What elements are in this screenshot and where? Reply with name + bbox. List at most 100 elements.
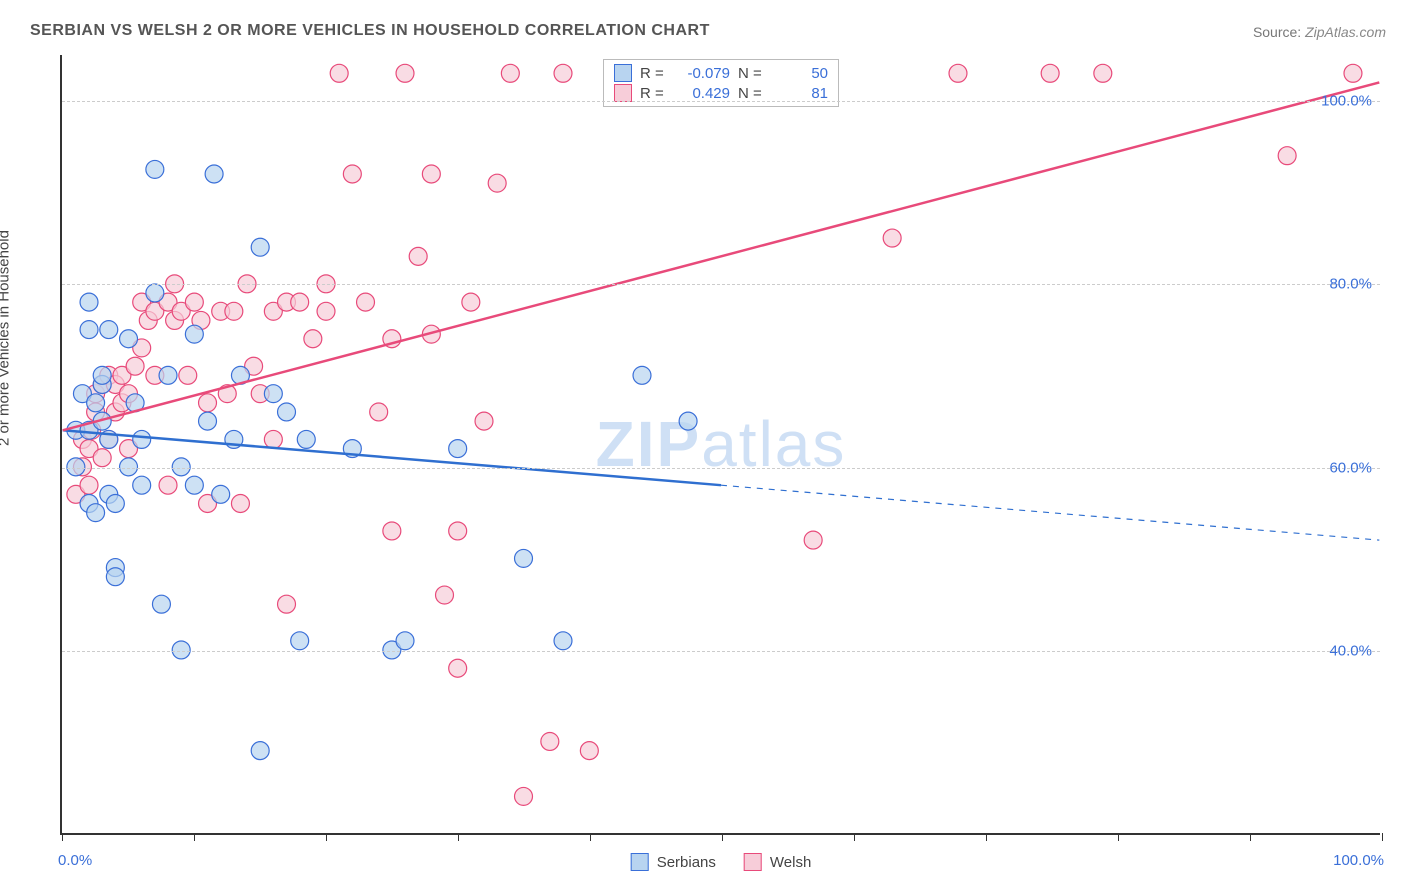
y-tick-label: 40.0% [1329, 643, 1372, 660]
x-tick [62, 833, 63, 841]
data-point [679, 412, 697, 430]
data-point [100, 321, 118, 339]
x-tick [458, 833, 459, 841]
data-point [297, 430, 315, 448]
data-point [133, 476, 151, 494]
legend-item-serbians: Serbians [631, 853, 716, 871]
data-point [67, 458, 85, 476]
source-value: ZipAtlas.com [1305, 24, 1386, 40]
data-point [126, 357, 144, 375]
source-label: Source: [1253, 24, 1301, 40]
data-point [80, 293, 98, 311]
data-point [185, 476, 203, 494]
data-point [409, 247, 427, 265]
data-point [541, 732, 559, 750]
data-point [264, 385, 282, 403]
data-point [291, 293, 309, 311]
data-point [804, 531, 822, 549]
x-tick [590, 833, 591, 841]
x-tick [986, 833, 987, 841]
data-point [1094, 64, 1112, 82]
data-point [343, 165, 361, 183]
y-tick-label: 60.0% [1329, 459, 1372, 476]
legend-label-welsh: Welsh [770, 854, 811, 871]
x-tick-label: 0.0% [58, 852, 92, 869]
r-value-welsh: 0.429 [674, 85, 730, 102]
data-point [501, 64, 519, 82]
data-point [357, 293, 375, 311]
legend-row-serbians: R = -0.079 N = 50 [614, 64, 828, 82]
data-point [330, 64, 348, 82]
trend-line [63, 430, 721, 485]
data-point [554, 64, 572, 82]
data-point [205, 165, 223, 183]
y-tick-label: 100.0% [1321, 92, 1372, 109]
y-tick-label: 80.0% [1329, 276, 1372, 293]
swatch-welsh [614, 84, 632, 102]
data-point [449, 659, 467, 677]
data-point [133, 430, 151, 448]
data-point [93, 449, 111, 467]
data-point [949, 64, 967, 82]
data-point [580, 742, 598, 760]
data-point [251, 238, 269, 256]
data-point [883, 229, 901, 247]
data-point [152, 595, 170, 613]
data-point [317, 302, 335, 320]
data-point [1041, 64, 1059, 82]
n-label: N = [738, 65, 764, 82]
data-point [199, 394, 217, 412]
data-point [370, 403, 388, 421]
data-point [396, 64, 414, 82]
data-point [422, 165, 440, 183]
x-tick [326, 833, 327, 841]
n-value-welsh: 81 [772, 85, 828, 102]
data-point [172, 458, 190, 476]
r-value-serbians: -0.079 [674, 65, 730, 82]
data-point [278, 403, 296, 421]
x-tick [194, 833, 195, 841]
data-point [120, 330, 138, 348]
data-point [225, 302, 243, 320]
data-point [278, 595, 296, 613]
x-tick [1250, 833, 1251, 841]
swatch-welsh-bottom [744, 853, 762, 871]
x-tick [1118, 833, 1119, 841]
data-point [87, 504, 105, 522]
r-label: R = [640, 85, 666, 102]
trend-line-extrapolated [721, 485, 1379, 540]
data-point [1344, 64, 1362, 82]
x-tick [722, 833, 723, 841]
legend-item-welsh: Welsh [744, 853, 811, 871]
data-point [436, 586, 454, 604]
x-tick [854, 833, 855, 841]
data-point [212, 485, 230, 503]
data-point [146, 160, 164, 178]
gridline [62, 468, 1380, 469]
n-label: N = [738, 85, 764, 102]
data-point [80, 321, 98, 339]
x-tick [1382, 833, 1383, 841]
source-attribution: Source: ZipAtlas.com [1253, 24, 1386, 40]
data-point [159, 476, 177, 494]
x-tick-label: 100.0% [1333, 852, 1384, 869]
data-point [449, 522, 467, 540]
y-axis-label: 2 or more Vehicles in Household [0, 230, 13, 446]
data-point [633, 366, 651, 384]
plot-area: ZIPatlas R = -0.079 N = 50 R = 0.429 N =… [60, 55, 1380, 835]
chart-title: SERBIAN VS WELSH 2 OR MORE VEHICLES IN H… [30, 22, 710, 40]
data-point [87, 394, 105, 412]
n-value-serbians: 50 [772, 65, 828, 82]
series-legend: Serbians Welsh [631, 853, 812, 871]
data-point [462, 293, 480, 311]
gridline [62, 284, 1380, 285]
gridline [62, 651, 1380, 652]
data-point [515, 787, 533, 805]
data-point [488, 174, 506, 192]
data-point [185, 325, 203, 343]
data-point [291, 632, 309, 650]
data-point [120, 458, 138, 476]
data-point [80, 476, 98, 494]
data-point [515, 549, 533, 567]
legend-label-serbians: Serbians [657, 854, 716, 871]
